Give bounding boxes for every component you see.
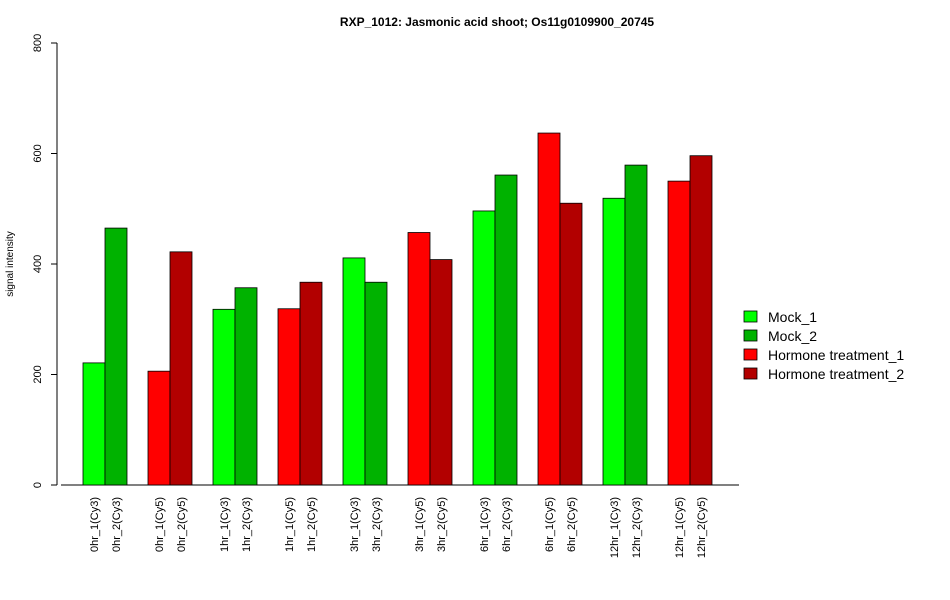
legend-swatch-2 [743, 348, 758, 361]
x-tick-label-18: 12hr_1(Cy5) [674, 497, 686, 558]
x-tick-label-19: 12hr_2(Cy5) [696, 497, 708, 558]
bar-11 [429, 259, 453, 486]
legend-label-3: Hormone treatment_2 [768, 366, 904, 382]
x-tick-label-12: 6hr_1(Cy3) [479, 497, 491, 552]
x-tick-label-4: 1hr_1(Cy3) [219, 497, 231, 552]
bar-9 [364, 281, 388, 486]
x-tick-label-0: 0hr_1(Cy3) [89, 497, 101, 552]
legend: Mock_1 Mock_2 Hormone treatment_1 Hormone t… [743, 309, 904, 382]
y-tick-label-4: 800 [32, 34, 44, 52]
x-tick-label-13: 6hr_2(Cy3) [501, 497, 513, 552]
x-tick-label-3: 0hr_2(Cy5) [176, 497, 188, 552]
bar-15 [559, 202, 583, 486]
bar-2 [147, 370, 171, 486]
y-tick-label-0: 0 [32, 482, 44, 488]
bar-1 [104, 227, 128, 486]
y-tick-label-1: 200 [32, 365, 44, 383]
bar-5 [234, 287, 258, 486]
x-tick-label-5: 1hr_2(Cy3) [241, 497, 253, 552]
bar-13 [494, 174, 518, 486]
legend-label-2: Hormone treatment_1 [768, 347, 904, 363]
legend-label-0: Mock_1 [768, 309, 817, 325]
bar-14 [537, 132, 561, 486]
x-tick-label-17: 12hr_2(Cy3) [631, 497, 643, 558]
bar-12 [472, 210, 496, 486]
x-tick-label-15: 6hr_2(Cy5) [566, 497, 578, 552]
chart-title: RXP_1012: Jasmonic acid shoot; Os11g0109… [340, 15, 655, 29]
bar-16 [602, 197, 626, 486]
bar-0 [82, 362, 106, 486]
x-tick-labels: 0hr_1(Cy3) 0hr_2(Cy3) 0hr_1(Cy5) 0hr_2(Cy5)… [89, 497, 708, 558]
x-tick-label-7: 1hr_2(Cy5) [306, 497, 318, 552]
legend-swatch-0 [743, 310, 758, 323]
x-tick-label-10: 3hr_1(Cy5) [414, 497, 426, 552]
legend-label-1: Mock_2 [768, 328, 817, 344]
y-tick-label-3: 600 [32, 144, 44, 162]
x-tick-label-6: 1hr_1(Cy5) [284, 497, 296, 552]
bar-3 [169, 251, 193, 486]
x-tick-label-2: 0hr_1(Cy5) [154, 497, 166, 552]
bar-17 [624, 164, 648, 486]
y-axis-label: signal intensity [5, 231, 16, 297]
x-tick-label-16: 12hr_1(Cy3) [609, 497, 621, 558]
y-tick-label-2: 400 [32, 255, 44, 273]
bars [82, 132, 713, 486]
legend-swatch-1 [743, 329, 758, 342]
bar-18 [667, 180, 691, 486]
x-tick-label-14: 6hr_1(Cy5) [544, 497, 556, 552]
bar-19 [689, 155, 713, 486]
x-tick-label-1: 0hr_2(Cy3) [111, 497, 123, 552]
bar-10 [407, 232, 431, 486]
bar-7 [299, 281, 323, 486]
x-tick-label-8: 3hr_1(Cy3) [349, 497, 361, 552]
bar-6 [277, 308, 301, 486]
x-tick-label-9: 3hr_2(Cy3) [371, 497, 383, 552]
legend-swatch-3 [743, 367, 758, 380]
x-tick-label-11: 3hr_2(Cy5) [436, 497, 448, 552]
y-axis: 0 200 400 600 800 [32, 34, 58, 488]
bar-4 [212, 308, 236, 486]
bar-8 [342, 257, 366, 486]
